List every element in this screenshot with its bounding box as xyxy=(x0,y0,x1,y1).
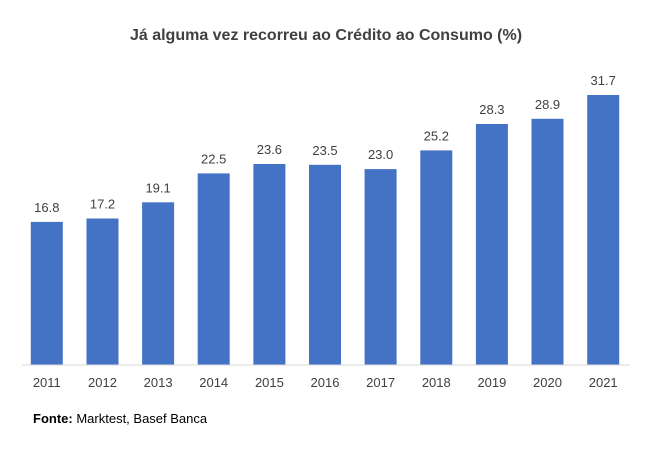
value-label-2013: 19.1 xyxy=(145,180,170,195)
source-label: Fonte: xyxy=(33,411,73,426)
value-label-2020: 28.9 xyxy=(535,97,560,112)
bar-2021 xyxy=(587,95,620,365)
value-label-2021: 31.7 xyxy=(591,73,616,88)
x-tick-label-2020: 2020 xyxy=(533,375,562,390)
x-tick-label-2013: 2013 xyxy=(144,375,173,390)
bar-2013 xyxy=(142,202,175,365)
x-tick-label-2019: 2019 xyxy=(477,375,506,390)
bar-2011 xyxy=(30,221,63,365)
source-text: Marktest, Basef Banca xyxy=(76,411,208,426)
bar-2014 xyxy=(197,173,230,365)
value-label-2012: 17.2 xyxy=(90,197,115,212)
x-tick-label-2021: 2021 xyxy=(589,375,618,390)
chart-title: Já alguma vez recorreu ao Crédito ao Con… xyxy=(129,27,523,44)
x-tick-label-2016: 2016 xyxy=(311,375,340,390)
bar-2019 xyxy=(475,124,508,365)
bar-2016 xyxy=(309,164,341,365)
source-note: Fonte: Marktest, Basef Banca xyxy=(33,411,207,426)
value-labels-layer: 16.8 17.2 19.1 22.5 23.6 23.5 23.0 25.2 28.3 28.9… xyxy=(34,73,616,215)
x-tick-label-2017: 2017 xyxy=(366,375,395,390)
value-label-2014: 22.5 xyxy=(201,151,226,166)
bar-2018 xyxy=(420,150,453,365)
tick-labels-layer: 2011 2012 2013 2014 2015 2016 2017 2018 2019 2020… xyxy=(33,375,618,390)
bar-2020 xyxy=(531,118,564,365)
x-tick-label-2014: 2014 xyxy=(199,375,228,390)
value-label-2016: 23.5 xyxy=(312,143,337,158)
x-tick-label-2012: 2012 xyxy=(88,375,117,390)
x-tick-label-2018: 2018 xyxy=(422,375,451,390)
value-label-2018: 25.2 xyxy=(424,128,449,143)
value-label-2019: 28.3 xyxy=(479,102,504,117)
value-label-2015: 23.6 xyxy=(257,142,282,157)
bar-2015 xyxy=(253,164,286,365)
value-label-2011: 16.8 xyxy=(34,200,59,215)
x-tick-label-2011: 2011 xyxy=(33,375,61,390)
bars-layer xyxy=(30,95,620,365)
x-tick-label-2015: 2015 xyxy=(255,375,284,390)
bar-2017 xyxy=(364,169,397,365)
value-label-2017: 23.0 xyxy=(368,147,393,162)
bar-2012 xyxy=(86,218,119,365)
